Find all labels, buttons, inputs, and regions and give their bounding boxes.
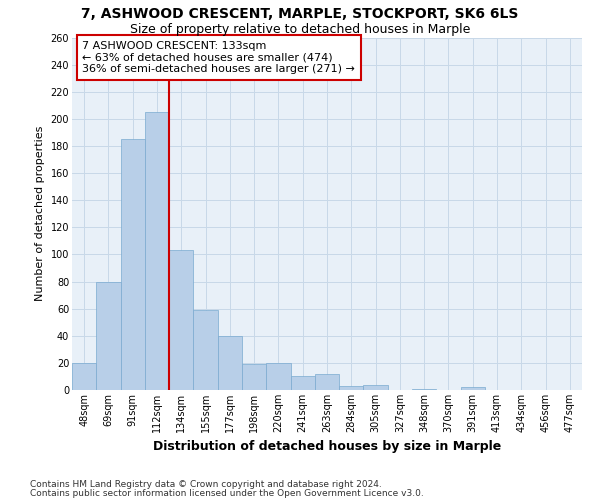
Bar	[218, 336, 242, 390]
Bar	[412, 388, 436, 390]
Bar	[461, 388, 485, 390]
Bar	[242, 364, 266, 390]
Bar	[364, 384, 388, 390]
Text: 7, ASHWOOD CRESCENT, MARPLE, STOCKPORT, SK6 6LS: 7, ASHWOOD CRESCENT, MARPLE, STOCKPORT, …	[82, 8, 518, 22]
Bar	[315, 374, 339, 390]
Bar	[121, 139, 145, 390]
Text: Contains HM Land Registry data © Crown copyright and database right 2024.: Contains HM Land Registry data © Crown c…	[30, 480, 382, 489]
Text: Contains public sector information licensed under the Open Government Licence v3: Contains public sector information licen…	[30, 488, 424, 498]
Bar	[169, 250, 193, 390]
Text: Size of property relative to detached houses in Marple: Size of property relative to detached ho…	[130, 22, 470, 36]
Bar	[145, 112, 169, 390]
Bar	[339, 386, 364, 390]
Bar	[193, 310, 218, 390]
Bar	[290, 376, 315, 390]
Bar	[72, 363, 96, 390]
Bar	[266, 363, 290, 390]
Y-axis label: Number of detached properties: Number of detached properties	[35, 126, 45, 302]
Bar	[96, 282, 121, 390]
Text: 7 ASHWOOD CRESCENT: 133sqm
← 63% of detached houses are smaller (474)
36% of sem: 7 ASHWOOD CRESCENT: 133sqm ← 63% of deta…	[82, 41, 355, 74]
X-axis label: Distribution of detached houses by size in Marple: Distribution of detached houses by size …	[153, 440, 501, 454]
